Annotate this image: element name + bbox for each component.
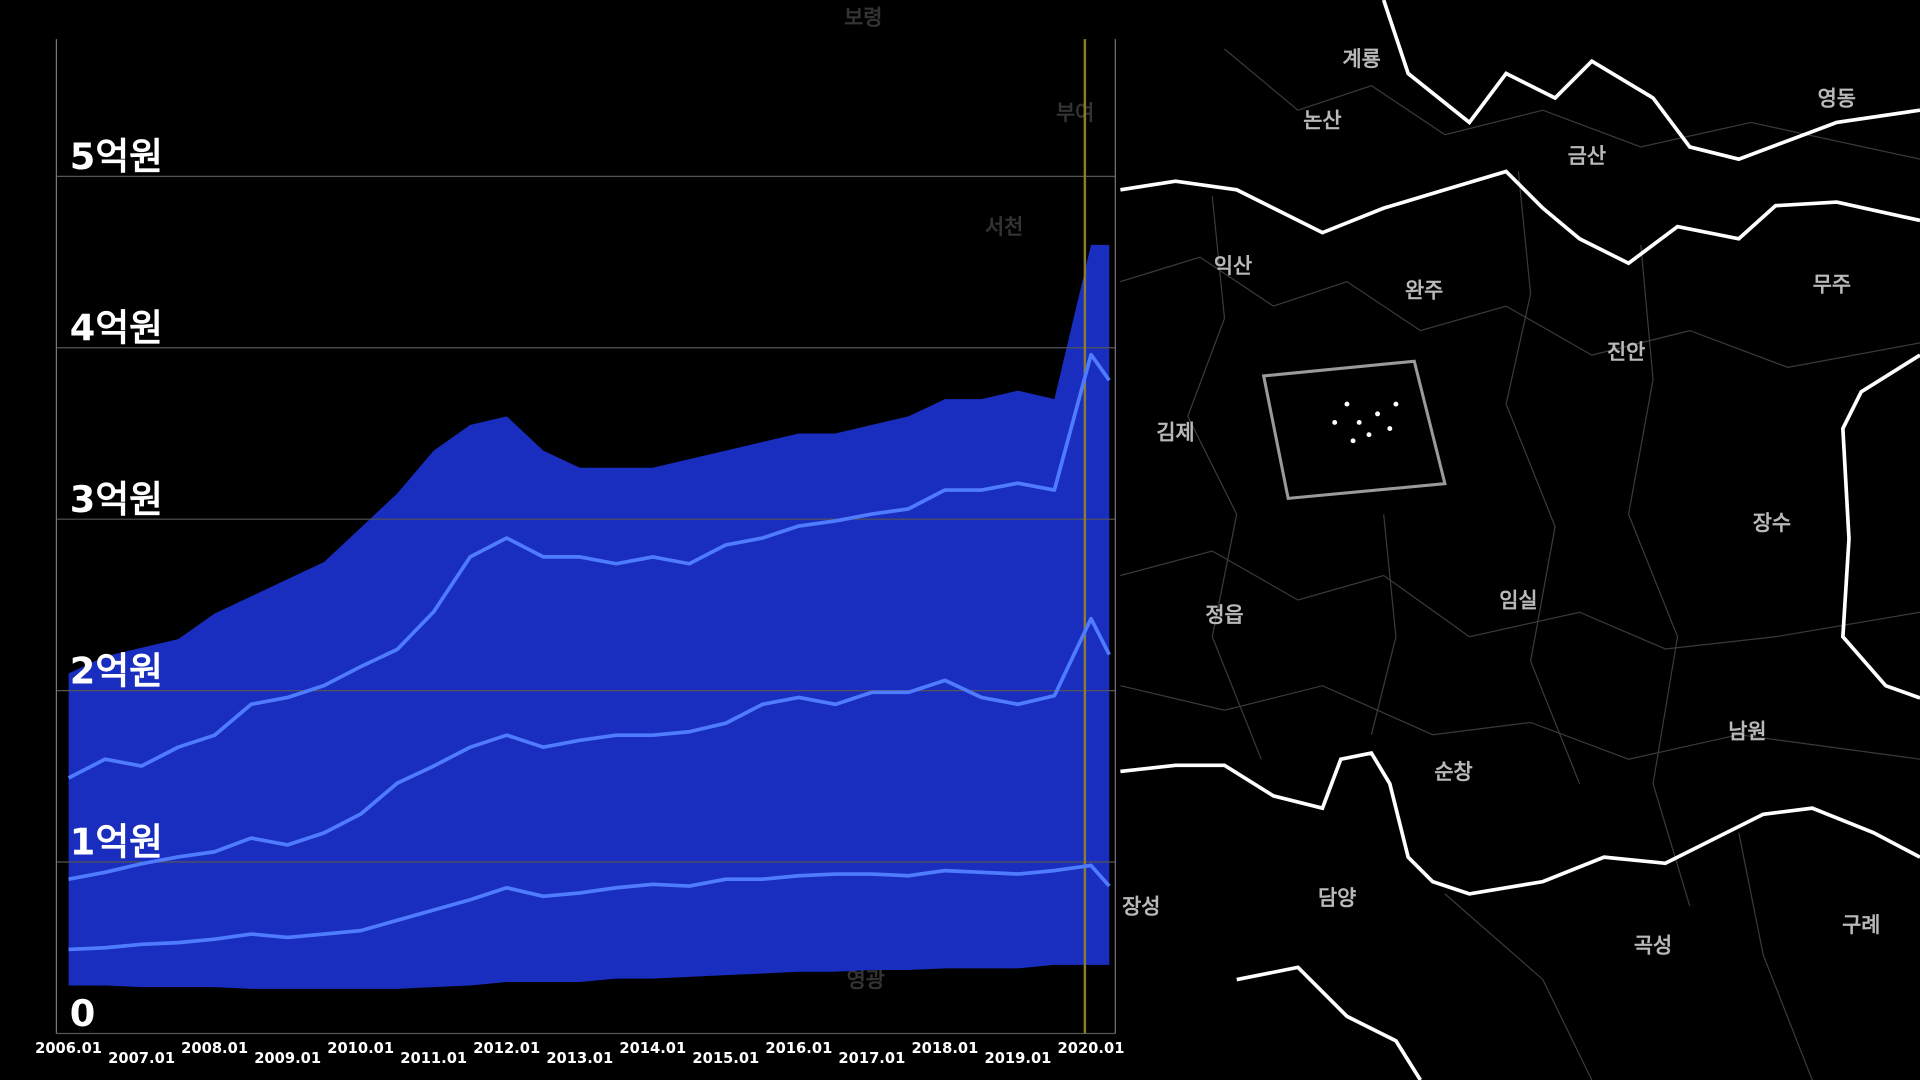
series-line bbox=[68, 863, 1111, 952]
map-label: 영동 bbox=[1818, 86, 1856, 110]
x-tick-label: 2007.01 bbox=[108, 1050, 175, 1067]
district-lines bbox=[1120, 48, 1920, 1080]
map-label: 영광 bbox=[847, 968, 885, 992]
x-tick-label: 2011.01 bbox=[400, 1050, 467, 1067]
map-label: 완주 bbox=[1405, 279, 1443, 303]
map-label: 담양 bbox=[1318, 886, 1356, 910]
map-label: 장성 bbox=[1122, 894, 1160, 918]
x-tick-label: 2013.01 bbox=[546, 1050, 613, 1067]
map-label: 장수 bbox=[1753, 511, 1791, 535]
map-label: 김제 bbox=[1156, 421, 1194, 445]
city-dots bbox=[1332, 401, 1399, 444]
value-cloud bbox=[68, 244, 1110, 989]
series-line bbox=[68, 616, 1111, 881]
series-line bbox=[67, 352, 1111, 780]
chart: 0 1억원 2억원 3억원 4억원 5억원 2006.01 2007.01 2008.01 200… bbox=[35, 39, 1124, 1067]
y-tick-label: 1억원 bbox=[70, 821, 163, 864]
map-label: 금산 bbox=[1568, 144, 1606, 168]
x-tick-label: 2019.01 bbox=[984, 1050, 1051, 1067]
x-tick-label: 2009.01 bbox=[254, 1050, 321, 1067]
map-label: 진안 bbox=[1607, 340, 1645, 364]
map-label: 부여 bbox=[1056, 101, 1094, 125]
map-label: 구례 bbox=[1842, 913, 1880, 937]
map-label: 익산 bbox=[1214, 254, 1252, 278]
province-boundary bbox=[1120, 0, 1920, 1080]
map-label: 보령 bbox=[844, 5, 882, 29]
y-tick-label: 5억원 bbox=[70, 135, 163, 178]
x-tick-label: 2020.01 bbox=[1058, 1040, 1125, 1057]
map-label: 무주 bbox=[1813, 272, 1851, 296]
y-tick-label: 3억원 bbox=[70, 478, 163, 521]
map-label: 정읍 bbox=[1205, 603, 1243, 627]
y-tick-label: 0 bbox=[70, 992, 96, 1035]
x-tick-label: 2014.01 bbox=[619, 1040, 686, 1057]
x-tick-label: 2016.01 bbox=[765, 1040, 832, 1057]
x-tick-label: 2008.01 bbox=[181, 1040, 248, 1057]
x-tick-label: 2012.01 bbox=[473, 1040, 540, 1057]
map-label: 논산 bbox=[1303, 108, 1341, 132]
map-label: 남원 bbox=[1728, 719, 1766, 743]
map-label: 순창 bbox=[1434, 760, 1472, 784]
map-label: 곡성 bbox=[1634, 934, 1672, 958]
x-tick-label: 2006.01 bbox=[35, 1040, 102, 1057]
y-tick-label: 4억원 bbox=[70, 306, 163, 349]
y-tick-label: 2억원 bbox=[70, 649, 163, 692]
map-label: 임실 bbox=[1499, 588, 1537, 612]
x-tick-label: 2018.01 bbox=[911, 1040, 978, 1057]
map-label: 계룡 bbox=[1342, 47, 1380, 71]
x-tick-label: 2010.01 bbox=[327, 1040, 394, 1057]
x-tick-label: 2017.01 bbox=[838, 1050, 905, 1067]
map-label: 서천 bbox=[985, 215, 1023, 239]
focus-box bbox=[1261, 359, 1447, 501]
x-tick-label: 2015.01 bbox=[692, 1050, 759, 1067]
